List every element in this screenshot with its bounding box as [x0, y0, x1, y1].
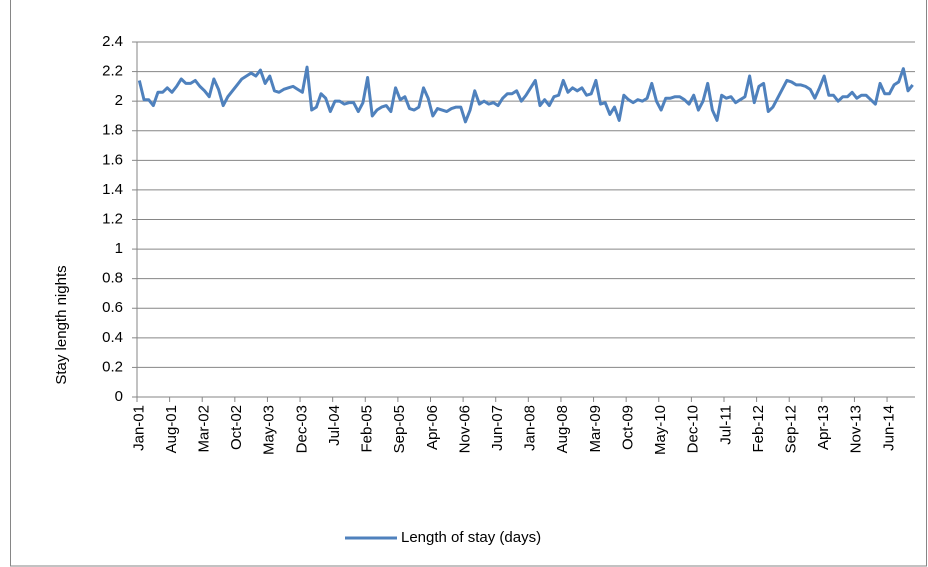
x-tick-label: Sep-12 — [783, 405, 800, 453]
x-tick-label: Dec-10 — [685, 405, 702, 453]
y-tick-label: 0.6 — [102, 299, 123, 316]
x-tick-label: Jan-08 — [522, 405, 539, 451]
x-tick-label: Dec-03 — [293, 405, 310, 453]
x-tick-label: Oct-09 — [619, 405, 636, 450]
legend-label: Length of stay (days) — [401, 529, 541, 546]
x-tick-label: Apr-06 — [424, 405, 441, 450]
x-tick-label: Feb-05 — [359, 405, 376, 453]
chart-frame — [10, 0, 927, 567]
x-tick-label: Nov-06 — [456, 405, 473, 453]
y-tick-label: 0.4 — [102, 329, 123, 346]
x-tick-label: Jun-07 — [489, 405, 506, 451]
y-tick-label: 2 — [115, 92, 123, 109]
x-tick-label: Nov-13 — [848, 405, 865, 453]
x-tick-label: Jun-14 — [880, 405, 897, 451]
y-tick-label: 1.8 — [102, 122, 123, 139]
y-tick-label: 2.2 — [102, 63, 123, 80]
x-tick-label: Jul-11 — [717, 405, 734, 445]
x-tick-label: Sep-05 — [391, 405, 408, 453]
x-tick-label: Mar-02 — [196, 405, 213, 453]
x-tick-label: May-03 — [261, 405, 278, 455]
y-axis-title: Stay length nights — [53, 265, 70, 384]
y-tick-label: 0.2 — [102, 358, 123, 375]
x-tick-label: Aug-01 — [163, 405, 180, 453]
y-tick-label: 1.4 — [102, 181, 123, 198]
x-tick-label: Jan-01 — [130, 405, 147, 451]
x-tick-label: Aug-08 — [554, 405, 571, 453]
data-line — [137, 65, 914, 124]
y-tick-label: 0.8 — [102, 270, 123, 287]
x-tick-label: Apr-13 — [815, 405, 832, 450]
y-tick-label: 1.6 — [102, 151, 123, 168]
x-tick-label: May-10 — [652, 405, 669, 455]
y-tick-label: 1.2 — [102, 210, 123, 227]
x-tick-label: Feb-12 — [750, 405, 767, 453]
y-tick-label: 2.4 — [102, 33, 123, 50]
y-tick-label: 1 — [115, 240, 123, 257]
x-tick-label: Jul-04 — [326, 405, 343, 446]
x-tick-label: Mar-09 — [587, 405, 604, 453]
y-tick-label: 0 — [115, 388, 123, 405]
x-tick-label: Oct-02 — [228, 405, 245, 450]
